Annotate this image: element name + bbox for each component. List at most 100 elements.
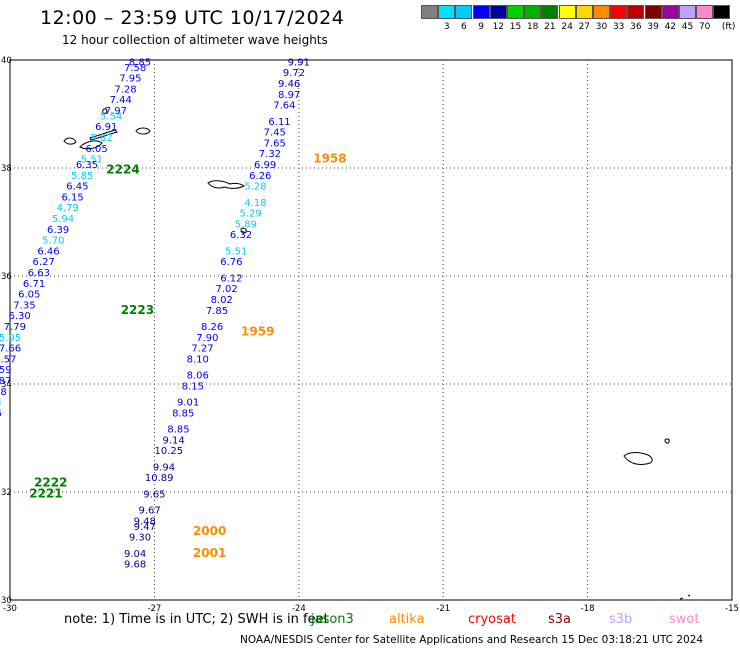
wave-height-value: 8.15 — [182, 381, 204, 392]
color-scale-swatch — [627, 5, 645, 19]
wave-height-value: 5.94 — [52, 214, 74, 225]
color-scale-swatch — [644, 5, 662, 19]
wave-height-value: 6.05 — [18, 290, 40, 301]
island-madeira — [623, 452, 653, 465]
color-scale-swatch — [472, 5, 490, 19]
color-scale-label: 24 — [561, 22, 573, 32]
wave-height-value: 8.02 — [211, 295, 233, 306]
color-scale-label: 42 — [664, 22, 677, 32]
wave-height-value: 9.72 — [283, 68, 305, 79]
wave-height-value: 9.94 — [153, 462, 175, 473]
wave-height-value: 9.30 — [129, 533, 151, 544]
wave-height-value: 5.54 — [100, 111, 122, 122]
wave-height-value: 4.18 — [244, 198, 266, 209]
wave-height-value: 7.64 — [273, 101, 295, 112]
color-scale-label: 39 — [647, 22, 659, 32]
wave-height-value: 6.30 — [8, 311, 30, 322]
wave-height-value: 9.48 — [134, 516, 156, 527]
wave-height-value: 6.63 — [28, 268, 50, 279]
wave-height-value: 6.15 — [61, 192, 83, 203]
color-scale-swatch — [713, 5, 731, 19]
wave-height-value: 6.05 — [86, 144, 108, 155]
wave-height-value: 7.02 — [215, 284, 237, 295]
lon-tick-label: -18 — [581, 604, 595, 614]
color-scale-swatch — [610, 5, 628, 19]
color-scale-label: 3 — [443, 22, 450, 32]
wave-height-value: 6.56 — [0, 408, 2, 419]
island-santa-maria — [240, 227, 247, 234]
color-scale-swatch — [541, 5, 559, 19]
lat-tick-label: 38 — [1, 164, 12, 174]
lat-tick-label: 40 — [1, 56, 12, 66]
wave-height-value: 7.35 — [13, 300, 35, 311]
wave-height-value: 6.35 — [76, 160, 98, 171]
wave-height-value: 9.14 — [163, 435, 185, 446]
wave-height-value: 6.45 — [66, 182, 88, 193]
wave-height-value: 7.58 — [124, 63, 146, 74]
wave-height-value: 5.95 — [0, 333, 21, 344]
color-scale-label: 70 — [698, 22, 711, 32]
color-scale-label: 15 — [509, 22, 522, 32]
wave-height-value: 5.51 — [225, 246, 247, 257]
satellite-label-cryosat: cryosat — [468, 612, 516, 627]
track-id-label: 2000 — [193, 524, 226, 538]
wave-height-value: 9.65 — [143, 489, 165, 500]
wave-height-value: 6.91 — [95, 122, 117, 133]
color-scale-swatch — [489, 5, 507, 19]
track-id-label: 1958 — [313, 152, 346, 166]
satellite-label-s3a: s3a — [548, 612, 572, 627]
color-scale-label: 6 — [461, 22, 467, 32]
color-scale-label: 12 — [492, 22, 505, 32]
wave-height-value: 9.47 — [134, 522, 156, 533]
wave-height-value: 5.28 — [244, 182, 266, 193]
lat-lon-grid: -30 -27 -24 -21 -18 -15 40 38 36 34 32 30 — [1, 56, 739, 614]
track-id-label: 2222 — [34, 476, 67, 490]
island-selvagens — [679, 594, 691, 600]
lat-tick-label: 30 — [1, 596, 12, 606]
satellite-label-s3b: s3b — [609, 612, 633, 627]
island-flores — [102, 108, 108, 115]
island-terceira — [135, 127, 151, 135]
color-scale-unit: (ft) — [721, 22, 736, 32]
color-scale-swatch — [679, 5, 696, 19]
wave-height-value: 10.25 — [155, 446, 184, 457]
wave-height-value: 6.39 — [47, 225, 69, 236]
lat-tick-label: 34 — [1, 380, 12, 390]
wave-height-value: 9.46 — [278, 79, 300, 90]
wave-height-value: 8.85 — [172, 408, 194, 419]
wave-height-value: 6.27 — [33, 257, 55, 268]
lon-tick-label: -15 — [725, 604, 739, 614]
color-scale-label: 21 — [544, 22, 556, 32]
color-scale-swatch — [438, 5, 456, 19]
island-sao-jorge — [89, 129, 118, 141]
wave-height-value: 6.46 — [37, 246, 59, 257]
satellite-label-altika: altika — [389, 612, 425, 627]
island-porto-santo — [664, 438, 670, 444]
lat-tick-label: 36 — [1, 272, 12, 282]
wave-height-value: 8.57 — [0, 354, 16, 365]
wave-height-value: 5.51 — [81, 155, 103, 166]
color-scale-label: 9 — [478, 22, 484, 32]
wave-height-value: 7.85 — [206, 306, 228, 317]
island-outlines — [63, 108, 691, 600]
wave-height-value: 4.79 — [57, 203, 79, 214]
color-scale-label: 36 — [630, 22, 642, 32]
wave-height-value: 8.10 — [187, 354, 209, 365]
track-id-label: 2224 — [106, 162, 139, 176]
wave-height-value: 7.44 — [110, 95, 132, 106]
track-id-label: 2223 — [121, 303, 154, 317]
wave-height-value: 6.26 — [249, 171, 271, 182]
wave-height-value: 7.59 — [0, 365, 12, 376]
wave-height-value: 9.01 — [177, 398, 199, 409]
wave-height-value: 7.79 — [4, 322, 26, 333]
wave-height-value: 8.97 — [278, 90, 300, 101]
wave-height-value: 6.11 — [268, 117, 290, 128]
wave-height-value: 6.76 — [220, 257, 242, 268]
wave-height-value: 7.66 — [0, 344, 21, 355]
island-faial — [63, 137, 77, 145]
track-id-label: 2221 — [29, 486, 62, 500]
color-scale-label: 18 — [526, 22, 539, 32]
color-scale-swatch — [575, 5, 593, 19]
credit-line: NOAA/NESDIS Center for Satellite Applica… — [240, 634, 704, 646]
